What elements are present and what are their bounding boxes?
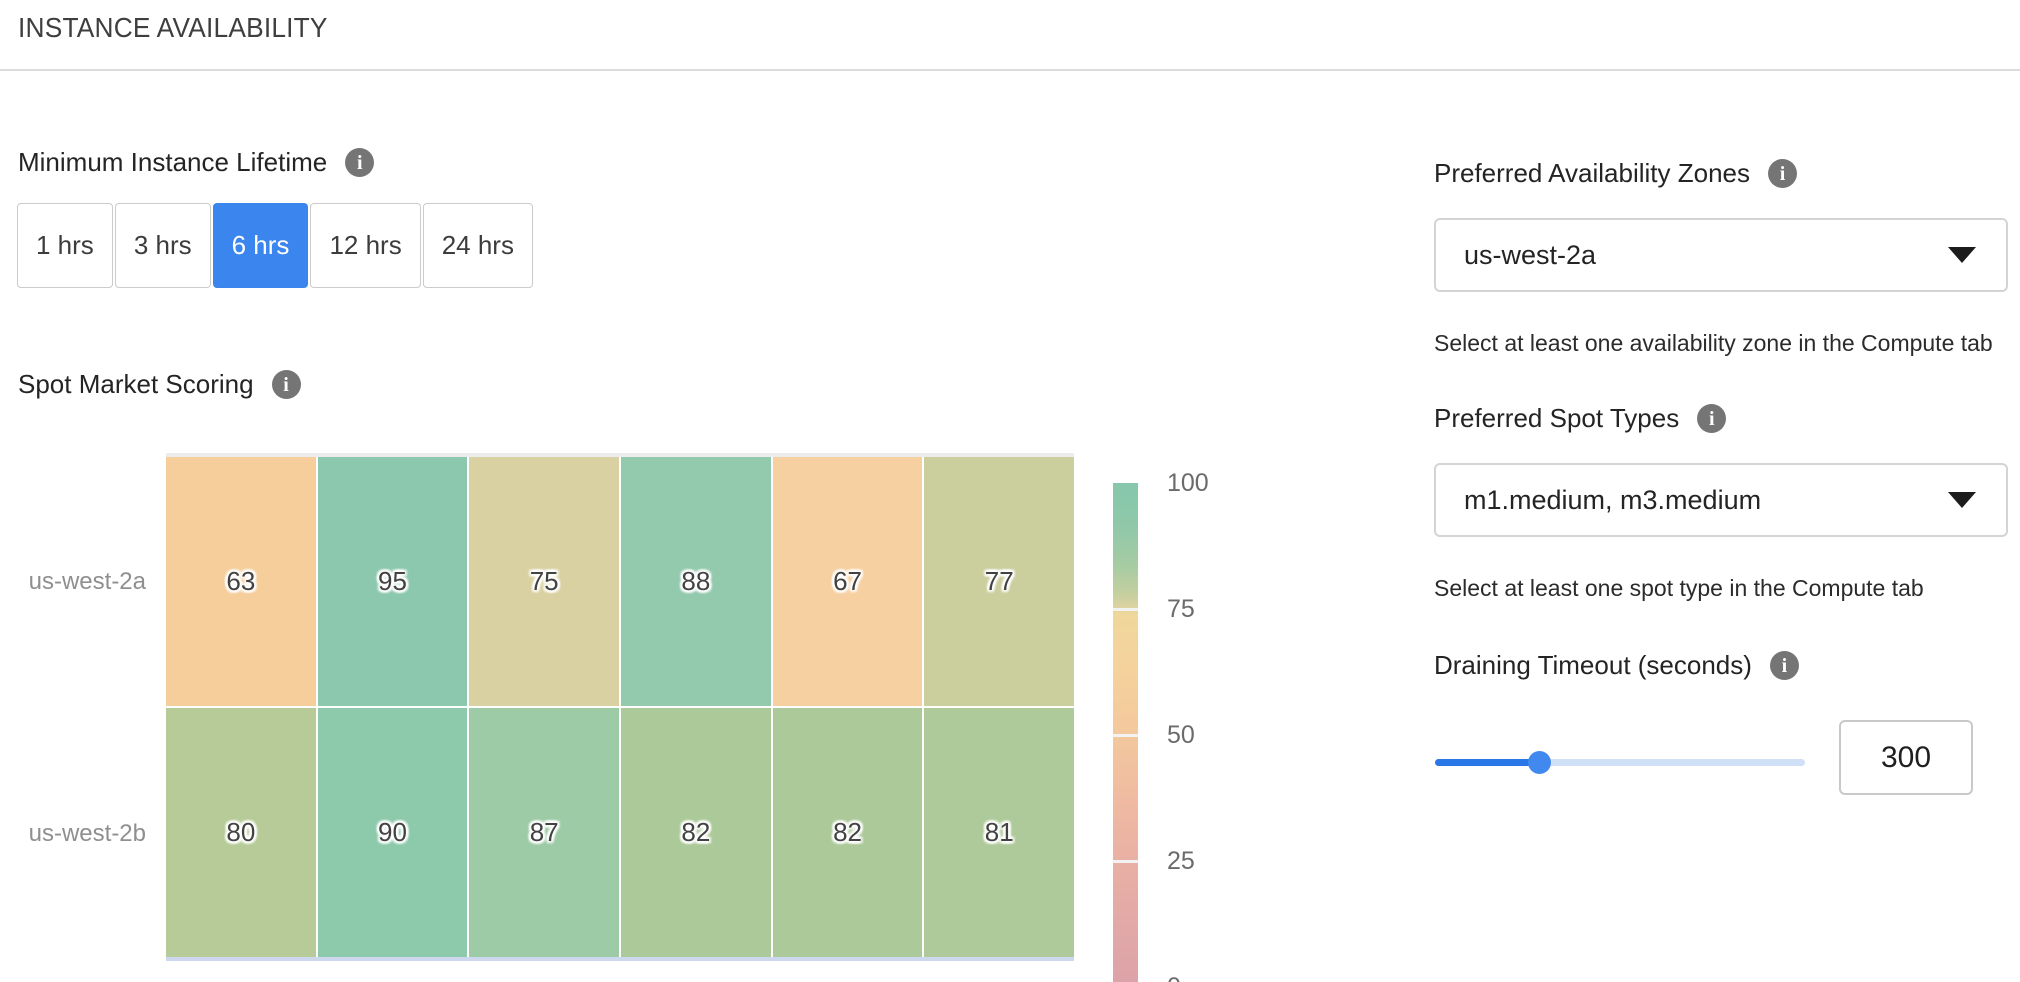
lifetime-option-3[interactable]: 12 hrs <box>310 203 421 288</box>
info-icon[interactable] <box>1768 159 1798 188</box>
heatmap-cell-value: 75 <box>529 566 559 596</box>
heatmap-cell: 87 <box>469 708 620 957</box>
heatmap-cell: 63 <box>166 457 316 706</box>
colorbar-tick-line <box>1113 734 1138 737</box>
heatmap-cell-value: 82 <box>833 817 862 847</box>
heatmap-cell: 95 <box>317 457 468 706</box>
heatmap-cell-value: 67 <box>833 566 862 596</box>
draining-timeout-label: Draining Timeout (seconds) <box>1434 650 1752 680</box>
spot-market-scoring-label: Spot Market Scoring <box>18 369 254 399</box>
heatmap-cell-value: 95 <box>378 566 407 596</box>
colorbar-tick-label: 0 <box>1167 973 1181 982</box>
colorbar-tick-label: 25 <box>1167 847 1195 875</box>
info-icon[interactable] <box>271 370 301 399</box>
heatmap-cell-value: 82 <box>681 817 711 847</box>
draining-timeout-slider[interactable] <box>1435 740 1805 784</box>
spot-types-helper-text: Select at least one spot type in the Com… <box>1434 575 1924 601</box>
heatmap-cell: 80 <box>166 708 316 957</box>
spot-types-value: m1.medium, m3.medium <box>1464 484 1762 515</box>
heatmap-row: 63 95 75 88 67 77 <box>166 457 1075 706</box>
spot-types-select[interactable]: m1.medium, m3.medium <box>1434 463 2008 537</box>
heatmap-colorbar <box>1113 483 1138 982</box>
preferred-spot-types-label: Preferred Spot Types <box>1434 403 1680 433</box>
preferred-spot-types-label-row: Preferred Spot Types <box>1434 403 1727 434</box>
heatmap-row-label: us-west-2a <box>28 568 146 595</box>
heatmap-axis-line <box>166 957 1074 961</box>
heatmap-cell-value: 63 <box>226 566 256 596</box>
heatmap-cell: 88 <box>621 457 771 706</box>
colorbar-tick-label: 75 <box>1167 595 1195 623</box>
heatmap-cell: 67 <box>772 457 923 706</box>
info-icon[interactable] <box>1769 651 1799 680</box>
heatmap-cell-value: 77 <box>984 566 1014 596</box>
chevron-down-icon <box>1948 492 1976 508</box>
header-divider <box>0 69 2020 71</box>
chevron-down-icon <box>1948 247 1976 263</box>
heatmap-cell-value: 81 <box>984 817 1014 847</box>
heatmap-cell: 75 <box>469 457 620 706</box>
spot-market-scoring-label-row: Spot Market Scoring <box>18 369 301 400</box>
minimum-instance-lifetime-label: Minimum Instance Lifetime <box>18 147 328 177</box>
heatmap-cell-value: 90 <box>378 817 407 847</box>
heatmap-cell-value: 87 <box>529 817 559 847</box>
draining-timeout-input[interactable] <box>1839 720 1973 795</box>
lifetime-option-0[interactable]: 1 hrs <box>17 203 113 288</box>
lifetime-option-1[interactable]: 3 hrs <box>114 203 211 288</box>
heatmap-row-label: us-west-2b <box>28 820 146 847</box>
slider-track[interactable] <box>1435 759 1805 766</box>
lifetime-button-group: 1 hrs 3 hrs 6 hrs 12 hrs 24 hrs <box>17 203 533 288</box>
heatmap-cell-value: 88 <box>681 566 711 596</box>
lifetime-option-4[interactable]: 24 hrs <box>422 203 533 288</box>
availability-zones-helper-text: Select at least one availability zone in… <box>1434 330 1993 356</box>
colorbar-tick-label: 50 <box>1167 721 1195 749</box>
availability-zones-select[interactable]: us-west-2a <box>1434 218 2008 292</box>
heatmap-cell: 82 <box>621 708 771 957</box>
colorbar-tick-line <box>1113 608 1138 611</box>
lifetime-option-2[interactable]: 6 hrs <box>212 203 309 288</box>
availability-zones-value: us-west-2a <box>1464 239 1597 270</box>
info-icon[interactable] <box>345 148 375 177</box>
colorbar-tick-label: 100 <box>1167 469 1209 497</box>
heatmap-colorbar-ticks: 100 75 50 25 0 <box>1167 469 1237 982</box>
heatmap-cell-value: 80 <box>226 817 256 847</box>
minimum-instance-lifetime-label-row: Minimum Instance Lifetime <box>18 147 375 178</box>
page-title: INSTANCE AVAILABILITY <box>18 12 328 43</box>
preferred-availability-zones-label-row: Preferred Availability Zones <box>1434 158 1798 189</box>
slider-thumb[interactable] <box>1528 751 1551 774</box>
heatmap-row: 80 90 87 82 82 81 <box>166 708 1075 957</box>
heatmap-cell: 90 <box>317 708 468 957</box>
spot-scoring-heatmap: 63 95 75 88 67 77 80 90 87 82 82 81 <box>166 453 1075 961</box>
colorbar-tick-line <box>1113 860 1138 863</box>
heatmap-cell: 77 <box>924 457 1075 706</box>
heatmap-grid: 63 95 75 88 67 77 80 90 87 82 82 81 <box>166 457 1075 957</box>
heatmap-cell: 81 <box>924 708 1075 957</box>
heatmap-top-border <box>166 453 1074 457</box>
slider-fill <box>1435 759 1539 766</box>
preferred-availability-zones-label: Preferred Availability Zones <box>1434 158 1751 188</box>
heatmap-cell: 82 <box>772 708 923 957</box>
info-icon[interactable] <box>1697 404 1727 433</box>
draining-timeout-label-row: Draining Timeout (seconds) <box>1434 650 1799 681</box>
